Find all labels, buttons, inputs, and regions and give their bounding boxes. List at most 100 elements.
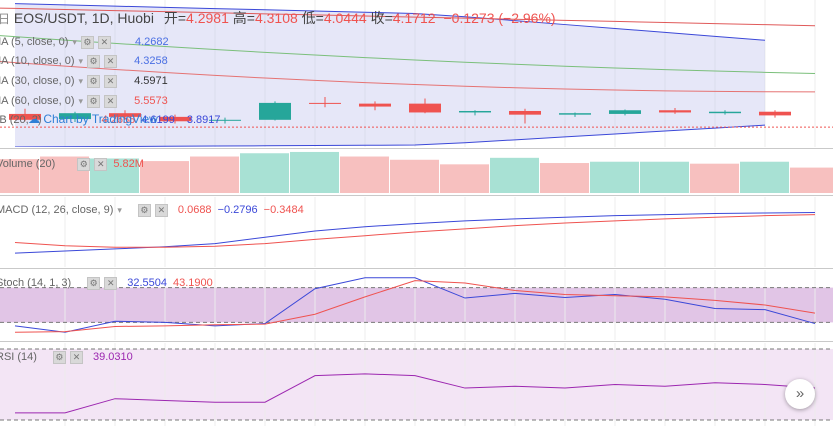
macd-pane[interactable] — [0, 197, 833, 267]
volume-bar — [540, 163, 589, 193]
legend-ma60-value: 5.5573 — [134, 95, 168, 107]
candle-body — [559, 113, 591, 115]
calendar-icon: 日 — [0, 12, 11, 26]
candle-body — [709, 111, 741, 114]
legend-ma60[interactable]: MA (60, close, 0) ▾ ⚙ ✕ 5.5573 — [0, 92, 168, 110]
pane-divider[interactable] — [0, 268, 833, 269]
rsi-chart[interactable] — [0, 343, 833, 426]
macd-chart[interactable] — [0, 197, 833, 267]
symbol-label[interactable]: EOS/USDT, 1D, Huobi — [13, 10, 154, 26]
legend-bb-lower: 3.8917 — [186, 114, 221, 126]
candle-body — [109, 113, 141, 117]
high-label: 高= — [232, 10, 255, 26]
volume-bar — [340, 156, 389, 193]
legend-macd-hist: 0.0688 — [177, 204, 212, 216]
chevron-down-icon[interactable]: ▾ — [78, 75, 84, 86]
close-icon[interactable]: ✕ — [97, 35, 111, 49]
close-value: 4.1712 — [392, 10, 436, 26]
candle-body — [509, 110, 541, 115]
settings-icon[interactable]: ⚙ — [77, 157, 91, 171]
volume-bar — [140, 161, 189, 193]
change-value: −0.1273 (−2.96%) — [443, 10, 556, 26]
legend-ma10-value: 4.3258 — [134, 55, 168, 67]
bollinger-lower-line — [14, 124, 766, 147]
pane-divider[interactable] — [0, 341, 833, 342]
close-icon[interactable]: ✕ — [94, 157, 108, 171]
legend-ma10-name: MA (10, close, 0) — [0, 55, 75, 67]
close-icon[interactable]: ✕ — [104, 276, 118, 290]
tradingview-watermark[interactable]: ☁ Chart by TradingView — [28, 112, 158, 126]
settings-icon[interactable]: ⚙ — [87, 74, 101, 88]
volume-bar — [490, 157, 539, 193]
series-line — [14, 277, 816, 333]
close-icon[interactable]: ✕ — [104, 54, 118, 68]
volume-bar — [690, 163, 739, 193]
chevron-down-icon[interactable]: ▾ — [78, 95, 84, 106]
ma-long-line — [0, 7, 816, 27]
legend-macd-signal: −0.3484 — [263, 204, 304, 216]
settings-icon[interactable]: ⚙ — [52, 350, 66, 364]
close-icon[interactable]: ✕ — [104, 94, 118, 108]
double-chevron-right-icon: » — [795, 385, 805, 402]
close-icon[interactable]: ✕ — [104, 74, 118, 88]
low-label: 低= — [301, 10, 324, 26]
legend-bb-name: BB (20, 2) — [0, 114, 42, 126]
scroll-to-realtime-button[interactable]: » — [785, 379, 815, 409]
legend-ma30[interactable]: MA (30, close, 0) ▾ ⚙ ✕ 4.5971 — [0, 72, 168, 90]
candle-body — [609, 110, 641, 114]
volume-bar — [240, 153, 289, 193]
candle-body — [209, 119, 241, 121]
settings-icon[interactable]: ⚙ — [87, 276, 101, 290]
rsi-pane[interactable] — [0, 343, 833, 426]
candle-body — [309, 102, 341, 104]
candle-body — [659, 110, 691, 113]
open-label: 开= — [163, 10, 187, 26]
settings-icon[interactable]: ⚙ — [87, 94, 101, 108]
candle-body — [359, 103, 391, 107]
legend-rsi[interactable]: RSI (14) ⚙ ✕ 39.0310 — [0, 348, 133, 366]
chevron-down-icon[interactable]: ▾ — [72, 36, 77, 47]
settings-icon[interactable]: ⚙ — [87, 54, 101, 68]
chevron-down-icon[interactable]: ▾ — [78, 55, 84, 66]
legend-ma10[interactable]: MA (10, close, 0) ▾ ⚙ ✕ 4.3258 — [0, 52, 168, 70]
price-chart[interactable] — [0, 0, 833, 147]
volume-bar — [190, 156, 239, 193]
candle-body — [59, 113, 91, 120]
settings-icon[interactable]: ⚙ — [80, 35, 94, 49]
cloud-icon: ☁ — [28, 112, 40, 126]
volume-bar — [640, 161, 689, 193]
legend-macd-name: MACD (12, 26, close, 9) — [0, 204, 114, 216]
legend-bb-basis: 4.2658 — [101, 114, 136, 126]
volume-pane[interactable] — [0, 150, 833, 193]
legend-rsi-name: RSI (14) — [0, 351, 37, 363]
open-value: 4.2981 — [186, 10, 229, 26]
legend-rsi-value: 39.0310 — [92, 351, 133, 363]
pane-divider[interactable] — [0, 195, 833, 196]
price-pane[interactable] — [0, 0, 833, 147]
legend-ma30-value: 4.5971 — [134, 75, 168, 87]
legend-stoch-k: 32.5504 — [127, 277, 167, 289]
legend-stoch[interactable]: Stoch (14, 1, 3) ⚙ ✕ 32.5504 43.1900 — [0, 274, 213, 292]
series-line — [15, 373, 816, 414]
legend-ma5[interactable]: MA (5, close, 0) ▾ ⚙✕ 4.2682 — [0, 33, 169, 51]
close-label: 收= — [370, 10, 393, 26]
close-icon[interactable]: ✕ — [69, 350, 83, 364]
volume-bar — [440, 164, 489, 193]
legend-volume-value: 5.82M — [113, 158, 144, 170]
stoch-chart[interactable] — [0, 270, 833, 340]
bollinger-band-fill — [15, 3, 765, 147]
settings-icon[interactable]: ⚙ — [137, 203, 151, 217]
legend-bb[interactable]: BB (20, 2) 4.2658 4.6199 3.8917 — [0, 111, 221, 129]
close-icon[interactable]: ✕ — [154, 203, 168, 217]
volume-chart[interactable] — [0, 150, 833, 193]
volume-bar — [290, 151, 339, 193]
chart-title: 日 EOS/USDT, 1D, Huobi 开=4.2981 高=4.3108 … — [0, 8, 556, 28]
pane-divider[interactable] — [0, 148, 833, 149]
chevron-down-icon[interactable]: ▾ — [117, 204, 122, 215]
legend-macd[interactable]: MACD (12, 26, close, 9) ▾ ⚙ ✕ 0.0688 −0.2… — [0, 201, 304, 219]
legend-volume-name: Volume (20) — [0, 158, 56, 170]
series-line — [14, 280, 816, 333]
stoch-pane[interactable] — [0, 270, 833, 340]
legend-volume[interactable]: Volume (20) ⚙ ✕ 5.82M — [0, 155, 144, 173]
legend-stoch-name: Stoch (14, 1, 3) — [0, 277, 72, 289]
